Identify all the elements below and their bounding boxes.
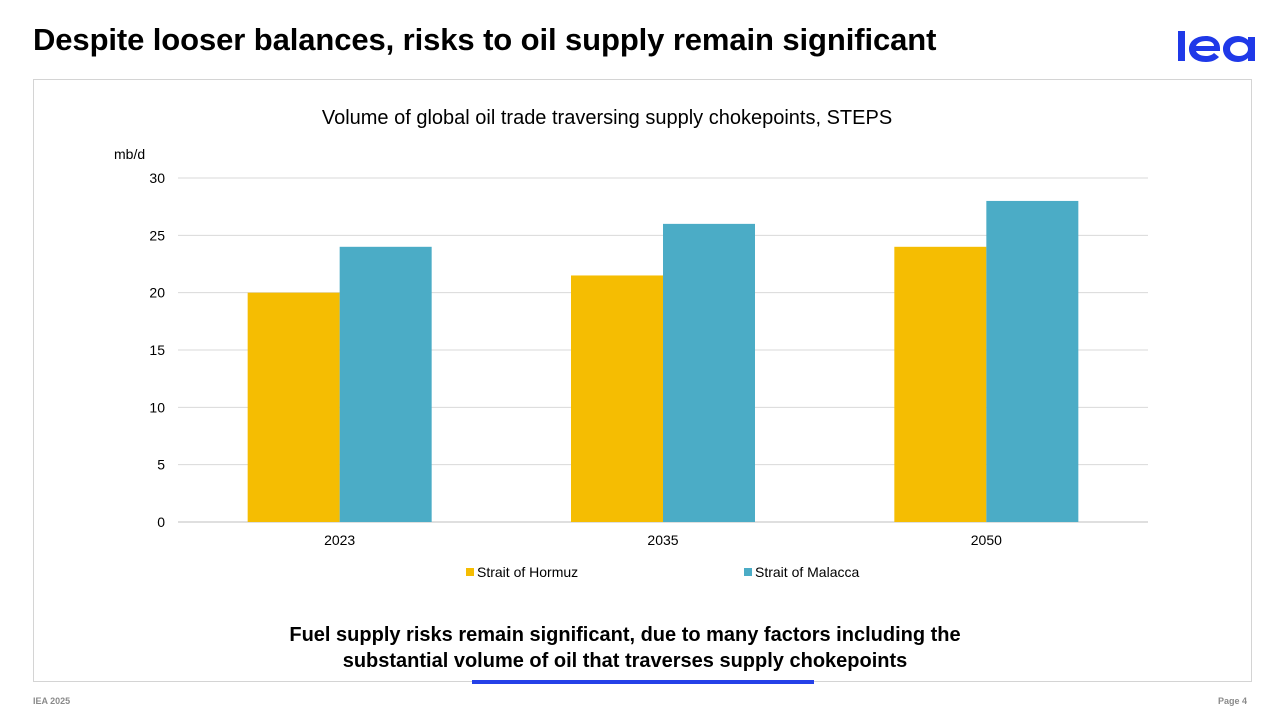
legend-swatch [744, 568, 752, 576]
bar-strait-of-malacca-2050 [986, 200, 1079, 522]
iea-logo-icon [1178, 31, 1255, 62]
footer-copyright: IEA 2025 [33, 696, 71, 706]
key-takeaway: Fuel supply risks remain significant, du… [240, 622, 1010, 674]
y-tick-label: 25 [149, 227, 165, 243]
takeaway-line-2: substantial volume of oil that traverses… [342, 650, 908, 672]
chart-frame: Volume of global oil trade traversing su… [33, 79, 1252, 682]
bar-strait-of-hormuz-2023 [247, 292, 340, 522]
y-tick-label: 30 [149, 170, 165, 186]
legend-swatch [466, 568, 474, 576]
bar-strait-of-malacca-2023 [339, 246, 432, 523]
page-number: Page 4 [1217, 696, 1247, 706]
bar-strait-of-malacca-2035 [663, 223, 755, 522]
x-tick-label: 2035 [647, 532, 678, 548]
x-tick-label: 2050 [971, 532, 1002, 548]
y-tick-label: 20 [149, 285, 165, 301]
accent-underline [472, 680, 814, 684]
y-tick-label: 10 [149, 399, 165, 415]
takeaway-line-1: Fuel supply risks remain significant, du… [289, 624, 961, 646]
bar-chart: Volume of global oil trade traversing su… [114, 107, 1148, 580]
x-tick-label: 2023 [324, 532, 355, 548]
y-tick-label: 0 [157, 514, 165, 530]
y-axis-unit-label: mb/d [114, 146, 145, 162]
chart-title: Volume of global oil trade traversing su… [322, 107, 892, 129]
y-tick-label: 5 [157, 457, 165, 473]
legend-label: Strait of Hormuz [477, 564, 578, 580]
y-tick-label: 15 [149, 342, 165, 358]
bar-strait-of-hormuz-2035 [571, 275, 663, 522]
slide-title: Despite looser balances, risks to oil su… [33, 22, 937, 57]
legend-label: Strait of Malacca [755, 564, 859, 580]
bar-strait-of-hormuz-2050 [894, 246, 987, 523]
